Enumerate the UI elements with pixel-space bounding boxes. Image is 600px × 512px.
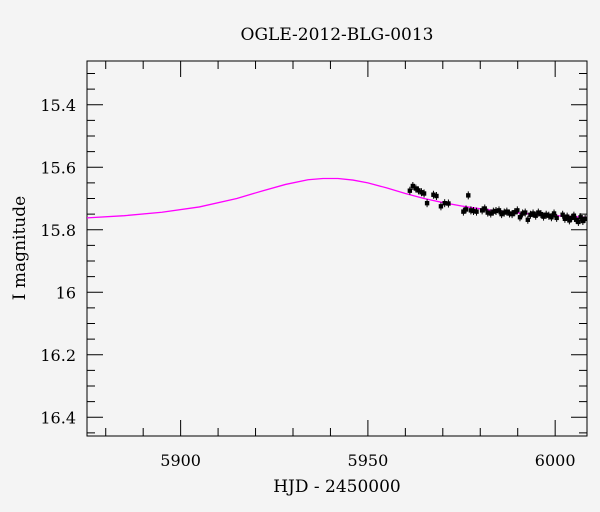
axis-ticks	[87, 61, 587, 436]
data-point	[576, 219, 581, 225]
data-point	[419, 190, 424, 195]
data-point	[562, 216, 568, 222]
y-tick-label: 15.8	[40, 221, 76, 240]
data-point	[474, 209, 479, 214]
data-point	[564, 214, 570, 219]
data-point	[573, 217, 579, 222]
data-point	[463, 207, 469, 212]
data-point	[482, 206, 487, 211]
data-point	[582, 216, 587, 222]
y-tick-label: 16.4	[40, 408, 76, 427]
data-point	[512, 210, 517, 215]
data-point	[461, 209, 466, 214]
plot-frame	[86, 60, 588, 437]
data-point	[502, 210, 507, 215]
y-tick-label: 16	[56, 283, 76, 302]
data-point	[421, 191, 427, 196]
data-point	[496, 208, 502, 213]
x-tick-label: 5900	[160, 451, 201, 470]
data-point	[515, 208, 520, 213]
data-point	[528, 212, 533, 217]
data-point	[517, 215, 523, 220]
data-point	[466, 193, 471, 198]
data-point	[479, 208, 485, 213]
data-point	[410, 183, 416, 189]
data-point	[543, 212, 549, 217]
data-point	[488, 211, 493, 216]
data-point	[485, 210, 490, 215]
data-point	[509, 211, 515, 217]
data-point	[571, 213, 577, 218]
data-point	[560, 212, 565, 217]
data-point	[407, 188, 413, 193]
axis-tick-labels: 5900 5950 6000 15.4 15.6 15.8 16 16.2 16.4	[40, 96, 575, 470]
data-point	[424, 200, 430, 206]
data-point	[499, 211, 504, 217]
data-point	[507, 211, 512, 216]
data-point	[525, 217, 531, 222]
data-point	[442, 200, 447, 206]
plot-area	[87, 177, 587, 226]
data-point	[533, 213, 538, 218]
data-point	[434, 193, 439, 199]
data-point	[567, 218, 572, 223]
x-axis-label: HJD - 2450000	[273, 477, 401, 497]
data-point	[569, 215, 574, 221]
x-tick-label: 6000	[535, 451, 576, 470]
data-point	[471, 208, 476, 214]
data-point	[438, 204, 444, 209]
data-point	[554, 215, 559, 221]
data-point	[446, 201, 451, 206]
data-point	[504, 209, 510, 214]
y-axis-label: I magnitude	[10, 196, 30, 300]
data-point	[493, 208, 499, 214]
data-point	[549, 215, 554, 220]
data-point	[578, 215, 583, 220]
x-tick-label: 5950	[348, 451, 389, 470]
data-point	[468, 208, 474, 213]
data-point	[551, 211, 557, 216]
data-point	[491, 209, 496, 214]
data-point	[520, 211, 525, 216]
data-point	[413, 186, 419, 191]
data-point	[523, 210, 528, 215]
data-point	[416, 188, 421, 193]
data-point	[580, 218, 586, 224]
chart-title: OGLE-2012-BLG-0013	[241, 25, 434, 45]
data-point	[541, 214, 546, 219]
y-tick-label: 16.2	[40, 346, 76, 365]
data-point	[538, 211, 544, 217]
data-point	[546, 213, 551, 218]
data-point	[536, 210, 541, 215]
y-tick-label: 15.6	[40, 158, 76, 177]
data-point	[530, 211, 536, 216]
y-tick-label: 15.4	[40, 96, 76, 115]
data-point	[431, 192, 436, 197]
